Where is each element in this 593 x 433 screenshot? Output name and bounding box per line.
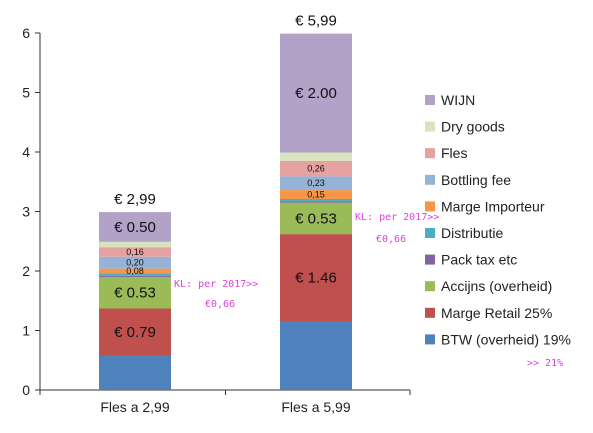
legend: WIJN Dry goods Fles Bottling fee Marge Impor… [425, 92, 571, 347]
legend-swatch [425, 334, 435, 345]
segment-value-label: € 0.53 [114, 285, 156, 302]
legend-swatch [425, 201, 435, 212]
segment-value-label: € 2.00 [295, 85, 337, 102]
bar-total-label: € 2,99 [114, 191, 156, 208]
legend-swatch [425, 148, 435, 159]
annotation-note: KL: per 2017>> [355, 212, 439, 223]
segment-value-label: 0,20 [126, 258, 144, 268]
bar-segment [99, 247, 171, 257]
bar-segment [99, 275, 171, 277]
x-tick-label: Fles a 2,99 [100, 399, 169, 415]
legend-swatch [425, 95, 435, 105]
legend-swatch [425, 281, 435, 292]
bar-segment [280, 202, 352, 235]
bar-segment [280, 199, 352, 202]
segment-value-label: 0,15 [307, 190, 325, 200]
annotation-note: >> 21% [527, 358, 563, 369]
legend-swatch [425, 254, 435, 265]
annotation-note: €0,66 [376, 234, 406, 245]
bar-segment [99, 276, 171, 309]
legend-entry: Accijns (overheid) [441, 278, 552, 294]
y-tick-label: 6 [22, 25, 30, 41]
bar-segment [280, 190, 352, 200]
legend-swatch [425, 174, 435, 185]
y-tick-label: 3 [22, 204, 30, 220]
annotation-note: €0,66 [205, 299, 235, 310]
annotations: KL: per 2017>> €0,66 KL: per 2017>> €0,66 >>… [174, 212, 563, 369]
legend-entry: Dry goods [441, 119, 505, 135]
segment-value-label: 0,16 [126, 247, 144, 257]
x-tick-label: Fles a 5,99 [281, 399, 350, 415]
segment-value-label: 0,23 [307, 178, 325, 188]
bars [99, 33, 352, 390]
legend-entry: Distributie [441, 225, 503, 241]
legend-entry: Marge Retail 25% [441, 305, 552, 321]
bar-segment [280, 234, 352, 321]
annotation-note: KL: per 2017>> [174, 279, 258, 290]
bar-segment [99, 241, 171, 248]
bar-segment [99, 256, 171, 269]
y-tick-label: 0 [22, 382, 30, 398]
segment-value-label: € 0.79 [114, 324, 156, 341]
legend-swatch [425, 228, 435, 238]
legend-swatch [425, 307, 435, 318]
bar-segment [280, 33, 352, 153]
bar-segment [99, 212, 171, 242]
bar-segment [280, 160, 352, 177]
y-tick-label: 5 [22, 85, 30, 101]
bar-total-label: € 5,99 [295, 13, 337, 30]
bar-segment [280, 201, 352, 203]
y-tick-label: 2 [22, 263, 30, 279]
y-tick-label: 1 [22, 323, 30, 339]
bar-segment [280, 152, 352, 161]
bar-segment [280, 320, 352, 390]
legend-swatch [425, 121, 435, 132]
legend-entry: Fles [441, 145, 467, 161]
segment-value-label: 0,08 [126, 266, 144, 276]
bar-segment [99, 355, 171, 390]
legend-entry: Marge Importeur [441, 198, 545, 214]
legend-entry: WIJN [441, 92, 475, 108]
legend-entry: Pack tax etc [441, 252, 517, 268]
segment-value-label: € 0.50 [114, 219, 156, 236]
bar-segment [99, 273, 171, 276]
segment-value-label: € 0.53 [295, 210, 337, 227]
segment-value-label: € 1.46 [295, 270, 337, 287]
legend-entry: BTW (overheid) 19% [441, 331, 571, 347]
bar-totals: € 2,99 € 5,99 [114, 13, 337, 209]
segment-labels: € 0.79 € 0.53 0,080,200,16 € 0.50 € 1.46 € 0.… [114, 85, 337, 341]
bar-segment [99, 308, 171, 356]
bar-segment [99, 268, 171, 274]
bar-segment [280, 176, 352, 191]
legend-entry: Bottling fee [441, 172, 511, 188]
y-tick-label: 4 [22, 144, 30, 160]
segment-value-label: 0,26 [307, 164, 325, 174]
